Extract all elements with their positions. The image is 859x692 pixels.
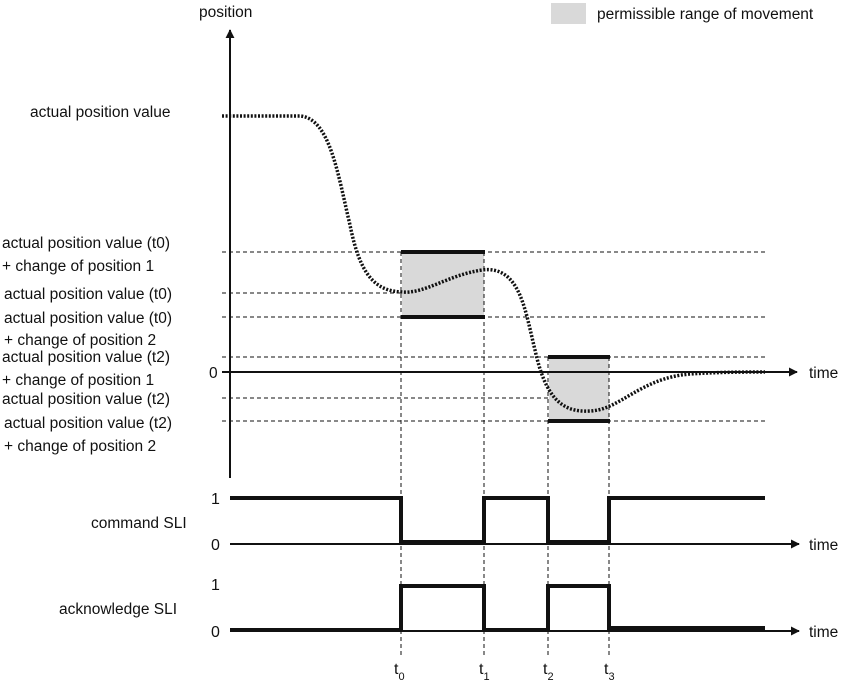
label-t2-value: actual position value (t2) <box>2 391 170 408</box>
position-zero-label: 0 <box>209 365 218 382</box>
actual-position-curve <box>222 114 766 413</box>
time-marker-t3: t3 <box>604 661 615 683</box>
time-marker-t2: t2 <box>543 661 554 683</box>
label-t2-plus-change-1-line2: + change of position 1 <box>2 372 154 389</box>
label-t2-plus-change-2-line2: + change of position 2 <box>4 438 156 455</box>
permissible-range-box-1 <box>402 252 484 317</box>
time-marker-t0: t0 <box>394 661 405 683</box>
acknowledge-time-label: time <box>809 624 838 641</box>
command-sli-label: command SLI <box>91 515 187 532</box>
acknowledge-high-label: 1 <box>211 577 220 594</box>
label-t0-plus-change-2-line1: actual position value (t0) <box>4 310 172 327</box>
label-t0-plus-change-1-line2: + change of position 1 <box>2 258 154 275</box>
command-time-label: time <box>809 537 838 554</box>
position-time-label: time <box>809 365 838 382</box>
label-t2-plus-change-1-line1: actual position value (t2) <box>2 349 170 366</box>
legend-label: permissible range of movement <box>597 6 814 23</box>
legend-swatch <box>551 3 586 24</box>
acknowledge-sli-signal <box>230 584 765 632</box>
label-t0-value: actual position value (t0) <box>4 286 172 303</box>
label-actual-position-value: actual position value <box>30 104 170 121</box>
command-low-label: 0 <box>211 537 220 554</box>
label-t0-plus-change-1-line1: actual position value (t0) <box>2 235 170 252</box>
label-t2-plus-change-2-line1: actual position value (t2) <box>4 415 172 432</box>
command-sli-signal <box>230 496 765 544</box>
acknowledge-sli-label: acknowledge SLI <box>59 601 177 618</box>
label-t0-plus-change-2-line2: + change of position 2 <box>4 332 156 349</box>
command-high-label: 1 <box>211 491 220 508</box>
acknowledge-low-label: 0 <box>211 624 220 641</box>
time-marker-t1: t1 <box>479 661 490 683</box>
position-axis-label: position <box>199 4 252 21</box>
